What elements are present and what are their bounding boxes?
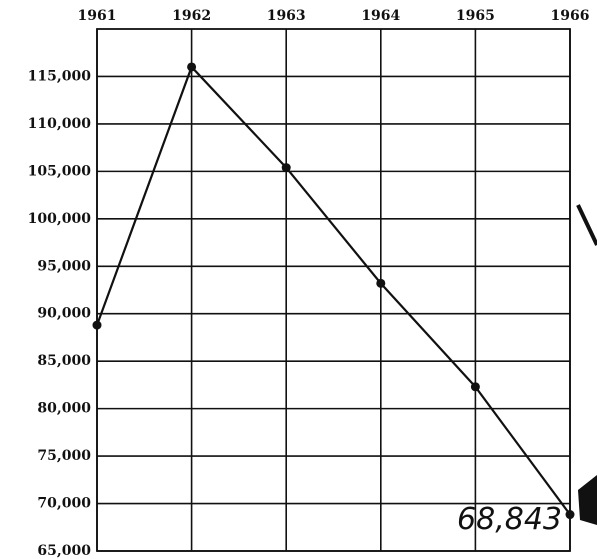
point [92, 320, 102, 330]
y-tick-label: 90,000 [37, 306, 91, 322]
line [95, 64, 571, 516]
edge-mark [576, 204, 597, 246]
x-tick-label: 1961 [78, 8, 117, 24]
point [187, 62, 197, 72]
point [281, 163, 291, 173]
y-tick-label: 65,000 [37, 543, 91, 559]
x-tick-label: 1965 [456, 8, 495, 24]
y-tick-label: 70,000 [37, 496, 91, 512]
point [470, 382, 480, 392]
y-tick-label: 105,000 [28, 163, 92, 179]
x-tick-label: 1964 [361, 8, 400, 24]
y-tick-label: 95,000 [37, 258, 91, 274]
plot-frame [96, 28, 571, 552]
x-tick-label: 1966 [551, 8, 590, 24]
y-tick-label: 85,000 [37, 353, 91, 369]
y-tick-label: 75,000 [37, 448, 91, 464]
point [376, 278, 386, 288]
y-tick-label: 115,000 [28, 68, 92, 84]
y-tick-label: 110,000 [28, 116, 92, 132]
y-tick-label: 100,000 [28, 211, 92, 227]
edge-mark [578, 475, 597, 525]
x-tick-label: 1963 [267, 8, 306, 24]
x-tick-label: 1962 [172, 8, 211, 24]
y-tick-label: 80,000 [37, 401, 91, 417]
point [565, 510, 575, 520]
value-label: 68,843 [457, 502, 562, 537]
